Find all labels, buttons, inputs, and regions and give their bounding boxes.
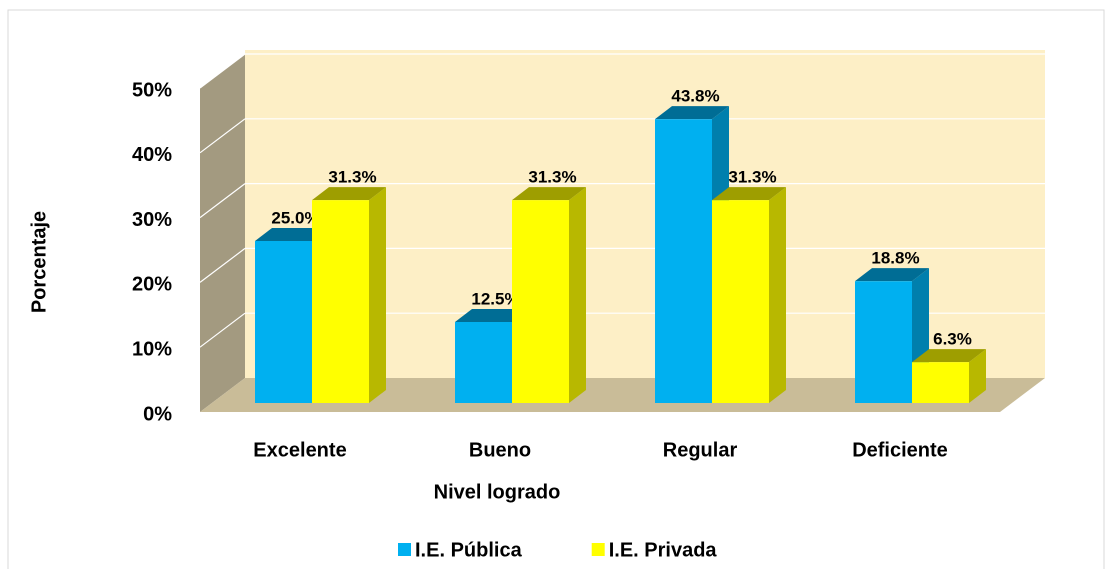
bar-top [712, 187, 786, 201]
bar-side [969, 349, 986, 403]
data-label: 31.3% [328, 168, 376, 187]
legend-swatch [398, 543, 411, 556]
bar [855, 281, 912, 403]
x-axis-label: Nivel logrado [434, 481, 561, 503]
bar [912, 362, 969, 403]
data-label: 12.5% [471, 289, 519, 308]
data-label: 31.3% [528, 168, 576, 187]
bar-top [655, 106, 729, 120]
bar-top [255, 228, 329, 241]
y-tick-label: 20% [132, 274, 172, 296]
floor [200, 378, 1045, 412]
y-tick-label: 30% [132, 209, 172, 231]
legend-label: I.E. Pública [415, 539, 523, 561]
grid-line [199, 247, 246, 283]
bar [255, 241, 312, 403]
x-tick-label: Bueno [469, 439, 531, 461]
y-tick-label: 40% [132, 144, 172, 166]
legend-swatch [591, 543, 605, 556]
data-label: 43.8% [671, 87, 719, 106]
y-tick-label: 10% [132, 338, 172, 360]
x-tick-label: Regular [663, 439, 738, 461]
x-tick-label: Deficiente [852, 439, 948, 461]
grid-line [199, 118, 246, 154]
bar-top [455, 309, 529, 322]
bar-side [569, 187, 586, 403]
x-tick-label: Excelente [253, 439, 346, 461]
bar-side [369, 187, 386, 403]
bar-top [512, 187, 586, 201]
data-label: 18.8% [871, 249, 919, 268]
bar-side [769, 187, 786, 403]
bar-top [312, 187, 386, 201]
bar [312, 200, 369, 403]
bar-top [855, 268, 929, 282]
grid-line [199, 183, 246, 219]
data-label: 25.0% [271, 208, 319, 227]
y-tick-label: 50% [132, 79, 172, 101]
bar [655, 119, 712, 404]
bar [712, 200, 769, 403]
side-wall [200, 54, 245, 412]
bar [455, 322, 512, 403]
grid-line [199, 53, 246, 89]
bar-top [912, 349, 986, 363]
data-label: 31.3% [728, 168, 776, 187]
y-tick-label: 0% [143, 403, 172, 425]
y-axis-label: Porcentaje [28, 211, 50, 313]
grid-line [199, 312, 246, 348]
legend-label: I.E. Privada [609, 539, 718, 561]
bar [512, 200, 569, 403]
data-label: 6.3% [933, 330, 972, 349]
